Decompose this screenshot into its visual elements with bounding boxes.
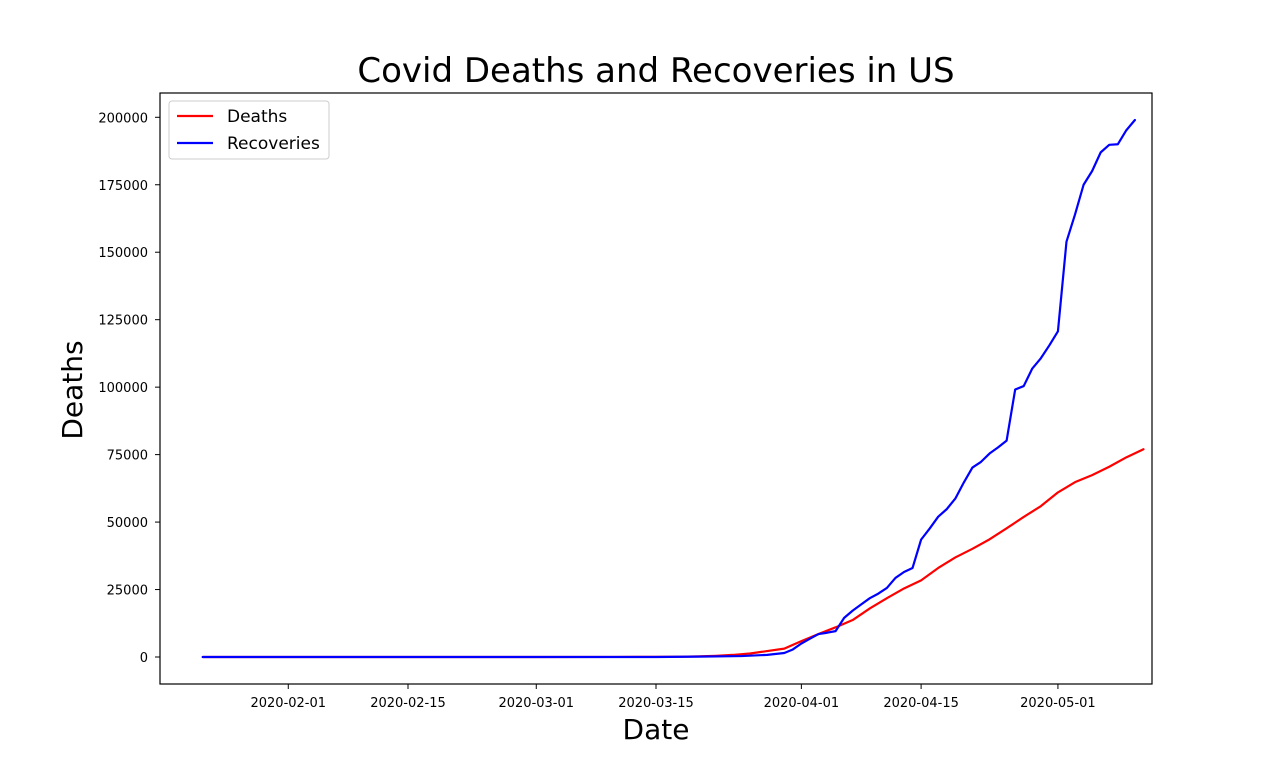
y-tick-label: 100000	[98, 381, 148, 396]
plot-frame	[159, 92, 1153, 685]
y-axis: 0 25000 50000 75000 100000 125000 150000 175000…	[98, 111, 160, 666]
y-tick-label: 150000	[98, 246, 148, 261]
y-tick-label: 25000	[107, 584, 148, 599]
y-axis-title: Deaths	[56, 340, 89, 439]
x-tick-label: 2020-02-15	[370, 696, 446, 711]
y-tick-label: 0	[140, 651, 148, 666]
x-tick-label: 2020-04-01	[764, 696, 840, 711]
y-tick-label: 75000	[107, 449, 148, 464]
legend-label-recoveries: Recoveries	[227, 134, 320, 154]
x-tick-label: 2020-03-15	[618, 696, 694, 711]
x-tick-label: 2020-05-01	[1020, 696, 1096, 711]
series-line-recoveries	[201, 118, 1137, 659]
y-tick-label: 175000	[98, 179, 148, 194]
x-axis: 2020-02-01 2020-02-15 2020-03-01 2020-03-15…	[250, 684, 1096, 711]
series-layer	[201, 118, 1145, 659]
legend-label-deaths: Deaths	[227, 107, 287, 127]
x-axis-title: Date	[623, 713, 690, 746]
x-tick-label: 2020-03-01	[498, 696, 574, 711]
chart-title: Covid Deaths and Recoveries in US	[357, 51, 954, 91]
series-line-deaths	[201, 448, 1145, 659]
y-tick-label: 200000	[98, 111, 148, 126]
x-tick-label: 2020-02-01	[250, 696, 326, 711]
y-tick-label: 125000	[98, 314, 148, 329]
y-tick-label: 50000	[107, 516, 148, 531]
legend: Deaths Recoveries	[168, 100, 330, 160]
x-tick-label: 2020-04-15	[883, 696, 959, 711]
